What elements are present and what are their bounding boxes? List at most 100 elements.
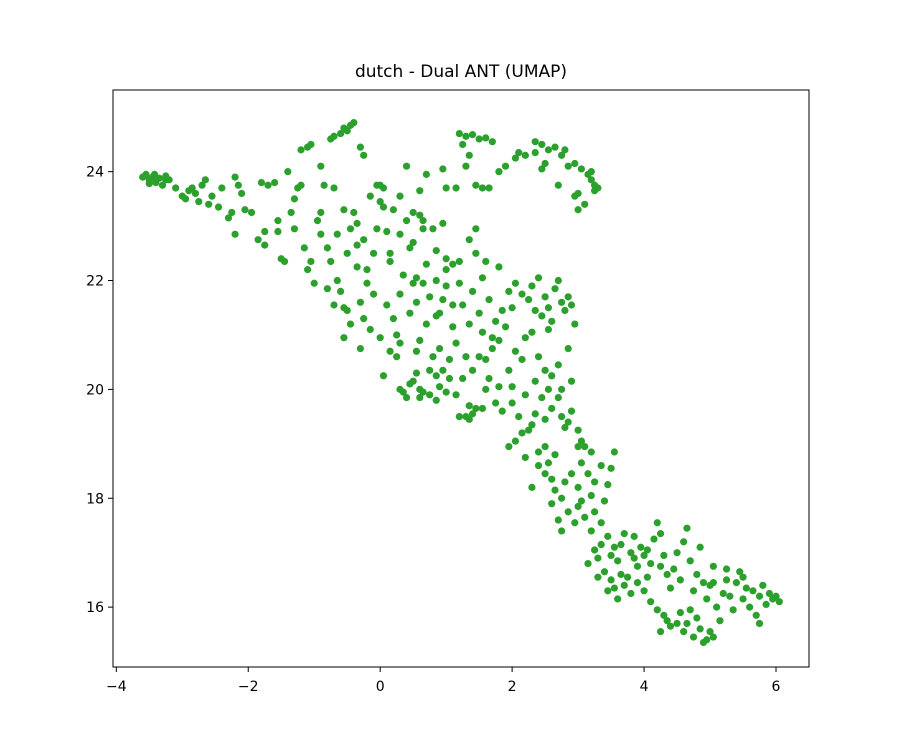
scatter-point [554, 516, 562, 524]
x-tick-label: 2 [508, 679, 517, 695]
scatter-point [238, 189, 246, 198]
scatter-point [581, 442, 589, 451]
scatter-point [755, 619, 764, 628]
scatter-point [538, 312, 546, 320]
scatter-point [333, 230, 341, 238]
scatter-point [554, 181, 562, 189]
scatter-point [564, 508, 572, 516]
y-tick-label: 22 [86, 274, 104, 290]
scatter-point [693, 570, 701, 579]
scatter-point [366, 325, 374, 334]
chart-title: dutch - Dual ANT (UMAP) [355, 62, 567, 82]
scatter-point [327, 135, 335, 143]
scatter-point [485, 295, 493, 304]
scatter-point [465, 402, 473, 410]
scatter-point [541, 366, 549, 374]
scatter-point [525, 295, 533, 304]
scatter-point [660, 611, 668, 619]
scatter-point [224, 214, 233, 222]
scatter-point [600, 497, 609, 505]
scatter-point [521, 391, 529, 399]
scatter-point [544, 325, 553, 334]
scatter-point [610, 584, 618, 592]
scatter-point [544, 304, 553, 312]
scatter-point [564, 293, 572, 301]
scatter-point [396, 290, 404, 298]
scatter-point [465, 320, 473, 328]
scatter-point [472, 225, 480, 233]
scatter-point [765, 589, 774, 598]
scatter-point [534, 448, 543, 456]
scatter-point [544, 459, 553, 467]
scatter-point [528, 282, 536, 290]
scatter-point [482, 355, 490, 364]
scatter-point [399, 388, 407, 396]
scatter-point [521, 151, 529, 159]
scatter-point [541, 442, 549, 451]
scatter-point [475, 309, 483, 317]
scatter-point [320, 181, 328, 189]
scatter-point [386, 347, 394, 355]
scatter-point [402, 162, 411, 170]
scatter-point [607, 551, 615, 560]
y-tick-label: 20 [86, 382, 104, 398]
scatter-point [607, 576, 615, 584]
scatter-point [472, 181, 480, 189]
scatter-point [439, 165, 447, 173]
scatter-point [558, 298, 566, 306]
scatter-point [343, 306, 351, 315]
scatter-point [574, 206, 582, 214]
scatter-point [435, 344, 444, 353]
scatter-point [508, 304, 516, 312]
scatter-point [393, 353, 401, 361]
scatter-point [561, 146, 569, 154]
scatter-point [525, 426, 533, 434]
scatter-point [693, 614, 701, 622]
scatter-point [419, 279, 427, 287]
scatter-point [284, 168, 292, 176]
scatter-point [478, 184, 487, 192]
scatter-point [402, 393, 411, 402]
scatter-point [307, 257, 315, 266]
scatter-point [653, 606, 661, 614]
scatter-point [409, 238, 417, 247]
scatter-point [317, 230, 325, 238]
scatter-point [528, 483, 536, 491]
scatter-point [150, 170, 159, 178]
scatter-point [742, 584, 750, 592]
scatter-point [389, 315, 397, 323]
scatter-point [531, 149, 539, 157]
scatter-point [406, 309, 414, 317]
scatter-point [683, 524, 691, 532]
scatter-point [360, 236, 368, 244]
scatter-point [590, 508, 599, 516]
scatter-point [633, 579, 642, 587]
scatter-point [432, 372, 440, 380]
scatter-point [594, 573, 602, 581]
scatter-point [412, 347, 421, 355]
scatter-point [538, 393, 546, 402]
scatter-point [343, 127, 351, 135]
scatter-point [399, 271, 407, 279]
scatter-point [231, 230, 239, 238]
scatter-point [495, 168, 503, 176]
scatter-point [587, 527, 595, 535]
scatter-point [478, 404, 487, 413]
scatter-point [614, 595, 622, 603]
scatter-point [505, 287, 513, 296]
scatter-point [465, 415, 473, 423]
scatter-point [376, 334, 384, 342]
scatter-point [505, 442, 513, 451]
scatter-point [719, 589, 727, 598]
scatter-point [383, 227, 391, 236]
scatter-point [188, 184, 196, 192]
scatter-point [633, 562, 642, 570]
scatter-point [379, 203, 388, 211]
scatter-point [749, 587, 757, 595]
scatter-point [534, 274, 543, 282]
scatter-point [462, 132, 470, 140]
scatter-point [482, 257, 490, 266]
scatter-point [383, 301, 391, 309]
scatter-point [228, 208, 236, 217]
scatter-point [584, 470, 592, 478]
